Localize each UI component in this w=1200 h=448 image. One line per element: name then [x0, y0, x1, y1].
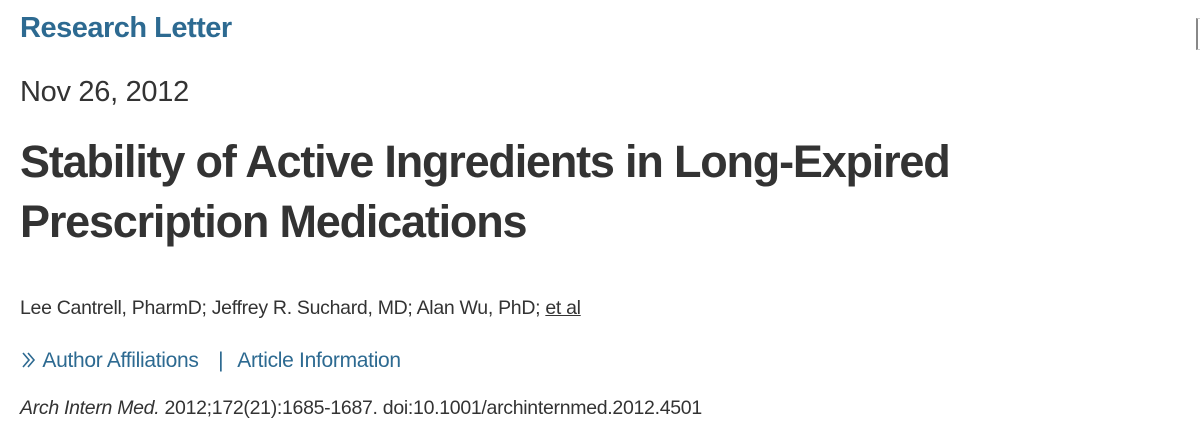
- author-affiliations-link[interactable]: Author Affiliations: [20, 349, 204, 372]
- article-links: Author Affiliations | Article Information: [20, 349, 401, 373]
- journal-name: Arch Intern Med.: [20, 397, 160, 419]
- author-affiliations-label: Author Affiliations: [42, 349, 199, 372]
- article-type: Research Letter: [20, 12, 232, 44]
- authors-text: Lee Cantrell, PharmD; Jeffrey R. Suchard…: [20, 297, 546, 319]
- double-chevron-right-icon: [22, 352, 36, 368]
- author-list: Lee Cantrell, PharmD; Jeffrey R. Suchard…: [20, 297, 581, 320]
- article-title: Stability of Active Ingredients in Long-…: [20, 132, 951, 252]
- article-information-link[interactable]: Article Information: [237, 349, 401, 372]
- et-al-link[interactable]: et al: [545, 297, 581, 319]
- citation: Arch Intern Med. 2012;172(21):1685-1687.…: [20, 397, 702, 420]
- publication-date: Nov 26, 2012: [20, 76, 189, 108]
- title-line-1: Stability of Active Ingredients in Long-…: [20, 136, 951, 187]
- citation-details: 2012;172(21):1685-1687. doi:10.1001/arch…: [159, 397, 702, 419]
- title-line-2: Prescription Medications: [20, 196, 528, 247]
- offscreen-button-edge[interactable]: [1196, 18, 1200, 50]
- link-separator: |: [218, 349, 224, 372]
